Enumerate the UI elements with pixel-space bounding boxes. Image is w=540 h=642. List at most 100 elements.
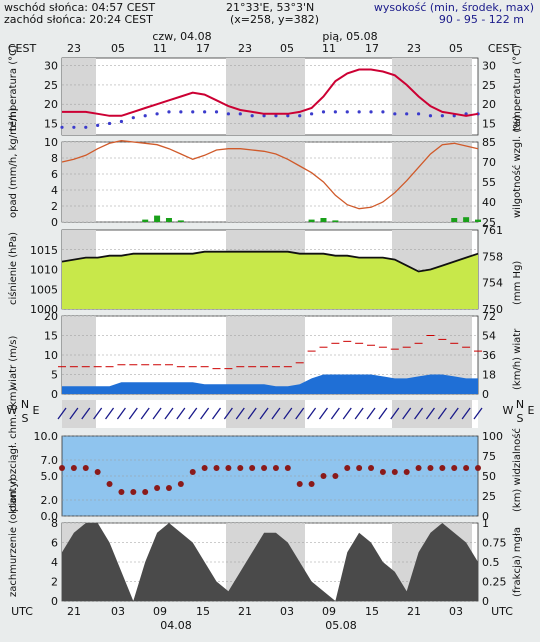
- y-tick-label: 0: [51, 595, 58, 608]
- dewpoint-point: [416, 112, 421, 116]
- dewpoint-point: [119, 119, 124, 124]
- bottom-hour-label: 15: [365, 605, 379, 618]
- cloud-cover-area: [62, 523, 478, 601]
- y-tick-label: 15: [44, 330, 58, 343]
- y-tick-label: 1000: [30, 303, 58, 316]
- y2-tick-label: 758: [482, 250, 503, 263]
- dewpoint-point: [381, 110, 385, 114]
- y2-tick-label: 754: [482, 277, 503, 290]
- dewpoint-point: [143, 114, 147, 118]
- y-tick-label: 1005: [30, 283, 58, 296]
- dewpoint-point: [357, 110, 361, 114]
- y-tick-label: 0.0: [41, 510, 59, 523]
- wind-arrow: [164, 407, 174, 420]
- altitude-values: 90 - 95 - 122 m: [438, 13, 524, 26]
- y2-tick-label: 36: [482, 349, 496, 362]
- wind-arrow: [307, 407, 317, 420]
- wind-arrow: [176, 407, 186, 420]
- top-hour-label: 17: [365, 42, 379, 55]
- cloud-extent-point: [106, 481, 113, 487]
- pressure-area: [62, 251, 478, 309]
- dewpoint-point: [250, 114, 254, 118]
- wind-arrow: [425, 407, 435, 420]
- wind-arrow: [414, 407, 424, 420]
- dewpoint-point: [345, 110, 349, 114]
- dewpoint-point: [428, 114, 433, 118]
- night-band: [62, 400, 96, 428]
- altitude-label: wysokość (min, środek, max): [373, 1, 534, 14]
- y-tick-label: 4: [51, 184, 58, 197]
- wind-s-left: S: [22, 412, 29, 425]
- y2-tick-label: 761: [482, 224, 503, 237]
- wind-arrow: [57, 407, 67, 420]
- dewpoint-point: [107, 121, 112, 126]
- top-hour-label: 23: [407, 42, 421, 55]
- y2-tick-label: 20: [482, 98, 496, 111]
- y2-tick-label: 100: [482, 430, 503, 443]
- y-tick-label: 1015: [30, 244, 58, 257]
- panel-left-label: ciśnienie (hPa): [8, 231, 19, 305]
- precip-bar: [308, 219, 315, 222]
- y-tick-label: 5: [51, 369, 58, 382]
- y-tick-label: 5.0: [41, 470, 59, 483]
- wind-arrow: [105, 407, 115, 420]
- y-tick-label: 8: [51, 517, 58, 530]
- wind-e-right: E: [528, 404, 535, 417]
- dewpoint-point: [286, 114, 290, 118]
- dewpoint-point: [155, 112, 159, 116]
- wind-s-right: S: [517, 412, 524, 425]
- y-tick-label: 20: [44, 98, 58, 111]
- pressure-line: [61, 250, 479, 273]
- dewpoint-point: [298, 114, 302, 118]
- cloud-extent-point: [475, 465, 481, 471]
- cloud-extent-point: [344, 465, 351, 471]
- y-tick-label: 6: [51, 537, 58, 550]
- dewpoint-point: [167, 110, 171, 114]
- panel-right-label: (mm Hg): [512, 260, 523, 305]
- cloud-extent-point: [427, 465, 434, 471]
- cloud-extent-point: [439, 465, 446, 471]
- y-tick-label: 15: [44, 117, 58, 130]
- cloud-extent-point: [118, 489, 125, 495]
- wind-arrow: [152, 407, 162, 420]
- precip-bar: [142, 219, 149, 222]
- night-band: [226, 400, 305, 428]
- y2-tick-label: 15: [482, 117, 496, 130]
- y2-tick-label: 750: [482, 303, 503, 316]
- cloud-extent-point: [177, 481, 184, 487]
- wind-arrow: [235, 407, 245, 420]
- wind-speed-area: [62, 374, 478, 394]
- cloud-extent-point: [356, 465, 363, 471]
- dewpoint-point: [440, 114, 444, 118]
- night-band: [392, 142, 472, 222]
- y2-tick-label: 0: [482, 388, 489, 401]
- dewpoint-point: [405, 112, 409, 116]
- night-band: [62, 142, 96, 222]
- wind-e-left: E: [33, 404, 40, 417]
- wind-arrow: [116, 407, 126, 420]
- dewpoint-point: [214, 110, 219, 114]
- dewpoint-point: [179, 110, 183, 114]
- top-hour-label: 23: [238, 42, 252, 55]
- y2-tick-label: 30: [482, 60, 496, 73]
- dewpoint-point: [321, 110, 326, 114]
- y2-tick-label: 0: [482, 595, 489, 608]
- humidity-line: [61, 140, 479, 210]
- dewpoint-point: [203, 110, 207, 114]
- wind-arrow: [402, 407, 412, 420]
- cloud-extent-point: [320, 473, 327, 479]
- cloud-extent-point: [403, 469, 410, 475]
- cloud-extent-point: [82, 465, 89, 471]
- sunrise-text: wschód słońca: 04:57 CEST: [4, 1, 156, 14]
- precip-bar: [463, 217, 470, 222]
- wind-arrow: [295, 407, 305, 420]
- wind-arrow: [318, 407, 329, 420]
- night-band: [226, 316, 305, 394]
- wind-arrow: [271, 407, 281, 420]
- top-day2: pią, 05.08: [322, 30, 377, 43]
- y2-tick-label: 40: [482, 196, 496, 209]
- bottom-hour-label: 09: [322, 605, 336, 618]
- top-tz-left: CEST: [8, 42, 37, 55]
